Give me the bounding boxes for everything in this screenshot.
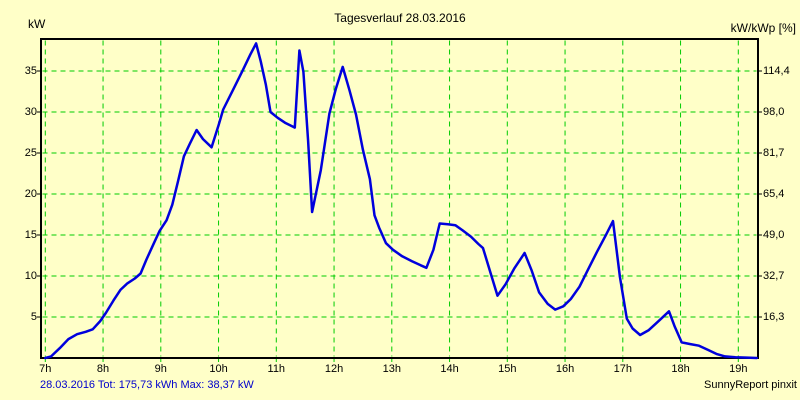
y-axis-unit-right: kW/kWp [%] xyxy=(730,21,796,35)
y-axis-tick-label-left: 15 xyxy=(24,229,37,241)
y-axis-tick-label-left: 10 xyxy=(24,270,37,282)
x-axis-tick-label: 9h xyxy=(154,363,167,375)
x-axis-tick-label: 8h xyxy=(96,363,110,375)
x-axis-tick-label: 19h xyxy=(729,363,748,375)
x-axis-tick-label: 13h xyxy=(382,363,401,375)
x-axis-tick-label: 14h xyxy=(440,363,459,375)
x-axis-tick-label: 15h xyxy=(498,363,517,375)
x-axis-tick-label: 17h xyxy=(613,363,632,375)
x-axis-tick-label: 11h xyxy=(267,363,286,375)
y-axis-tick-label-right: 65,4 xyxy=(763,188,785,200)
y-axis-tick-label-right: 114,4 xyxy=(763,65,790,77)
y-axis-tick-label-right: 49,0 xyxy=(763,229,785,241)
x-axis-tick-label: 7h xyxy=(39,363,52,375)
y-axis-tick-label-right: 32,7 xyxy=(763,270,785,282)
chart-title: Tagesverlauf 28.03.2016 xyxy=(334,11,466,25)
x-axis-tick-label: 10h xyxy=(209,363,228,375)
y-axis-tick-label-right: 81,7 xyxy=(763,147,785,159)
y-axis-tick-label-left: 5 xyxy=(30,311,37,323)
y-axis-tick-label-left: 25 xyxy=(24,147,37,159)
daily-stats-text: 28.03.2016 Tot: 175,73 kWh Max: 38,37 kW xyxy=(40,379,254,391)
plot-border xyxy=(40,38,759,359)
x-axis-tick-label: 16h xyxy=(555,363,575,375)
y-axis-unit-left: kW xyxy=(28,17,46,31)
report-credit-text: SunnyReport pinxit xyxy=(704,379,797,391)
power-curve xyxy=(44,42,759,360)
y-axis-tick-label-right: 16,3 xyxy=(763,311,785,323)
x-axis-tick-label: 18h xyxy=(671,363,690,375)
y-axis-tick-label-left: 30 xyxy=(24,106,37,118)
y-axis-tick-label-right: 98,0 xyxy=(763,106,785,118)
x-axis-tick-label: 12h xyxy=(324,363,344,375)
y-axis-tick-label-left: 35 xyxy=(24,65,37,77)
y-axis-tick-label-left: 20 xyxy=(24,188,37,200)
